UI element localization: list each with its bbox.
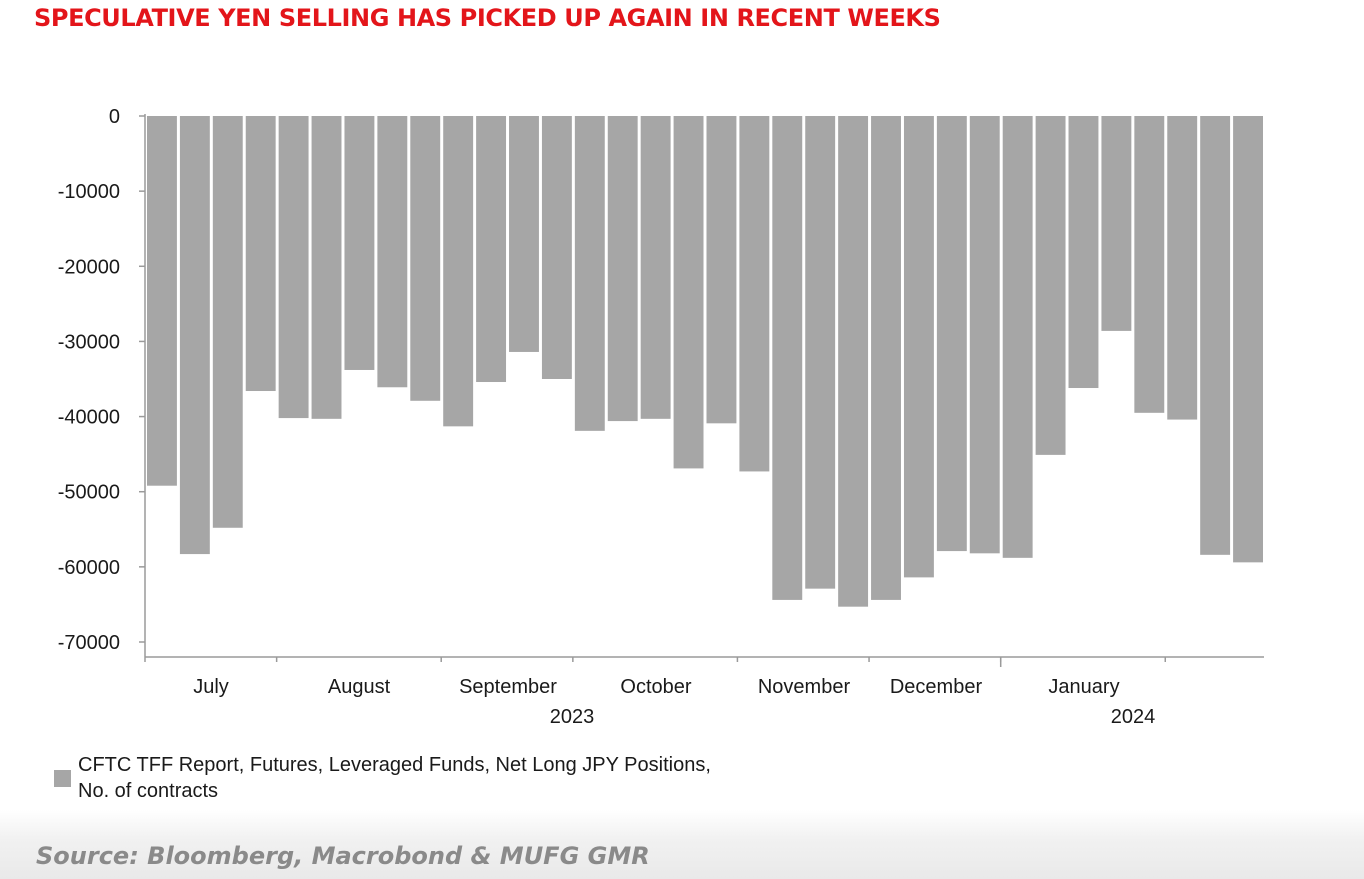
bar-14: [607, 116, 638, 422]
bar-0: [147, 116, 177, 486]
y-tick-label-7: -70000: [58, 632, 120, 654]
y-axis: 0 -10000 -20000 -30000 -40000 -50000 -60000 -70…: [58, 106, 146, 657]
bar-25: [969, 116, 1000, 554]
bar-24: [936, 116, 967, 552]
bar-11: [509, 116, 539, 352]
bar-1: [179, 116, 210, 555]
source-note: Source: Bloomberg, Macrobond & MUFG GMR: [36, 842, 650, 870]
bar-22: [871, 116, 901, 600]
bar-32: [1200, 116, 1231, 555]
x-month-label-3: October: [620, 676, 691, 698]
legend-swatch: [54, 770, 71, 787]
x-month-label-4: November: [758, 676, 851, 698]
bar-10: [476, 116, 507, 383]
x-month-label-6: January: [1048, 676, 1119, 698]
x-month-label-5: December: [890, 676, 983, 698]
bar-33: [1233, 116, 1263, 563]
bar-4: [278, 116, 309, 419]
bar-16: [673, 116, 704, 469]
bar-8: [410, 116, 441, 401]
y-tick-label-0: 0: [109, 106, 120, 128]
x-month-label-2: September: [459, 676, 557, 698]
bar-23: [903, 116, 934, 578]
bar-7: [377, 116, 408, 388]
bar-19: [772, 116, 803, 600]
y-tick-label-4: -40000: [58, 407, 120, 429]
bar-26: [1002, 116, 1033, 558]
x-year-label-1: 2024: [1111, 706, 1156, 728]
bar-28: [1068, 116, 1099, 389]
chart-headline: SPECULATIVE YEN SELLING HAS PICKED UP AG…: [34, 4, 941, 32]
bar-31: [1167, 116, 1198, 420]
bars-group: [147, 116, 1263, 607]
y-tick-label-6: -60000: [58, 557, 120, 579]
bar-18: [739, 116, 770, 472]
bar-12: [541, 116, 572, 379]
bar-17: [706, 116, 737, 424]
bar-29: [1101, 116, 1132, 331]
x-month-label-0: July: [193, 676, 229, 698]
bar-21: [838, 116, 869, 607]
bar-27: [1035, 116, 1066, 455]
bar-15: [640, 116, 671, 419]
y-tick-label-2: -20000: [58, 256, 120, 278]
bar-20: [805, 116, 836, 589]
x-month-label-1: August: [328, 676, 391, 698]
y-tick-label-1: -10000: [58, 181, 120, 203]
bar-3: [245, 116, 276, 392]
x-axis: July August September October November Decemb…: [144, 656, 1264, 728]
bar-2: [212, 116, 243, 528]
bar-5: [311, 116, 342, 419]
x-year-label-0: 2023: [550, 706, 595, 728]
bar-9: [443, 116, 474, 427]
bar-13: [574, 116, 605, 431]
y-tick-label-5: -50000: [58, 482, 120, 504]
bar-6: [344, 116, 375, 370]
y-tick-label-3: -30000: [58, 331, 120, 353]
legend-label: CFTC TFF Report, Futures, Leveraged Fund…: [78, 754, 711, 802]
bar-30: [1134, 116, 1165, 413]
